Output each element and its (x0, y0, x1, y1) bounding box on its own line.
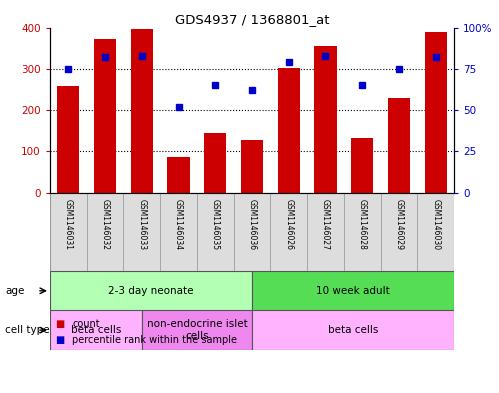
Text: GSM1146035: GSM1146035 (211, 199, 220, 250)
Bar (278, 68, 300, 193)
Bar (197, 193, 234, 271)
Bar (388, 99, 410, 193)
Bar (252, 271, 454, 310)
Bar (351, 138, 373, 193)
Text: GSM1146031: GSM1146031 (64, 199, 73, 250)
Bar (50, 310, 142, 350)
Text: GSM1146028: GSM1146028 (358, 199, 367, 250)
Bar (123, 193, 160, 271)
Bar (57, 86, 79, 193)
Text: non-endocrine islet
cells: non-endocrine islet cells (147, 320, 247, 341)
Bar (160, 193, 197, 271)
Text: GSM1146027: GSM1146027 (321, 199, 330, 250)
Bar (425, 31, 447, 193)
Bar (50, 193, 87, 271)
Bar (94, 39, 116, 193)
Bar (241, 140, 263, 193)
Text: GSM1146026: GSM1146026 (284, 199, 293, 250)
Text: 10 week adult: 10 week adult (316, 286, 390, 296)
Bar (131, 29, 153, 193)
Bar (307, 193, 344, 271)
Text: GSM1146029: GSM1146029 (395, 199, 404, 250)
Bar (87, 193, 123, 271)
Bar (50, 271, 252, 310)
Text: GSM1146030: GSM1146030 (431, 199, 440, 250)
Text: GSM1146036: GSM1146036 (248, 199, 256, 250)
Bar (344, 193, 381, 271)
Text: percentile rank within the sample: percentile rank within the sample (72, 335, 238, 345)
Text: GSM1146032: GSM1146032 (100, 199, 109, 250)
Text: GSM1146034: GSM1146034 (174, 199, 183, 250)
Bar (417, 193, 454, 271)
Text: ■: ■ (55, 319, 64, 329)
Text: beta cells: beta cells (71, 325, 121, 335)
Bar (168, 157, 190, 193)
Title: GDS4937 / 1368801_at: GDS4937 / 1368801_at (175, 13, 329, 26)
Bar (204, 133, 226, 193)
Text: GSM1146033: GSM1146033 (137, 199, 146, 250)
Bar (252, 310, 454, 350)
Text: count: count (72, 319, 100, 329)
Text: cell type: cell type (5, 325, 49, 335)
Text: 2-3 day neonate: 2-3 day neonate (108, 286, 194, 296)
Bar (270, 193, 307, 271)
Bar (381, 193, 417, 271)
Bar (234, 193, 270, 271)
Bar (314, 46, 336, 193)
Text: age: age (5, 286, 24, 296)
Text: ■: ■ (55, 335, 64, 345)
Bar (142, 310, 252, 350)
Text: beta cells: beta cells (328, 325, 378, 335)
